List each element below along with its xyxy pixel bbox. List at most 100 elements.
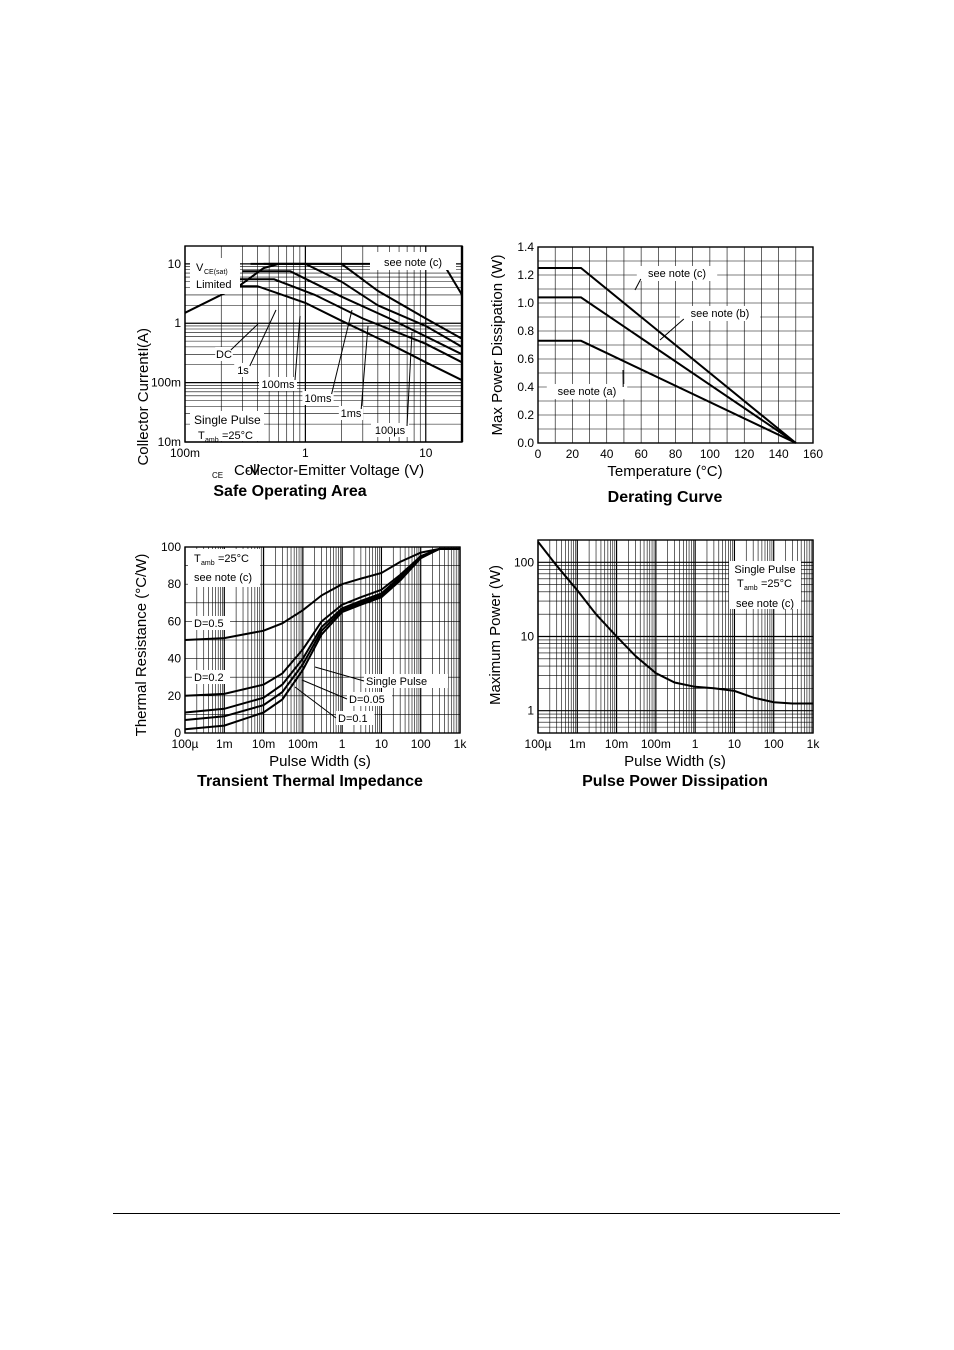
y-axis-title: Maximum Power (W) xyxy=(487,565,504,705)
x-tick-label: 100 xyxy=(764,737,784,751)
pulse-power-dissipation-chart: 100µ 1m 10m 100m 1 10 100 1k 1 10 100 Single Pulse T… xyxy=(485,535,825,770)
x-tick-label: 1m xyxy=(216,737,233,751)
footer-rule xyxy=(113,1213,840,1214)
x-tick-label: 40 xyxy=(600,447,614,461)
x-axis-title-sub: CE xyxy=(212,471,223,480)
y-tick-label: 40 xyxy=(168,652,182,666)
label-leader xyxy=(230,323,259,351)
series-label: D=0.1 xyxy=(338,713,368,725)
y-axis-title: Thermal Resistance (°C/W) xyxy=(133,554,150,737)
pulse-power-dissipation-plot: 100µ 1m 10m 100m 1 10 100 1k 1 10 100 Single Pulse T… xyxy=(487,539,821,770)
series-line-0 xyxy=(538,267,797,444)
series-label: see note (c) xyxy=(648,268,706,280)
grid xyxy=(537,539,814,734)
y-tick-label: 80 xyxy=(168,577,182,591)
annotation-tamb-sub: amb xyxy=(205,437,219,444)
series-label-bg xyxy=(364,674,448,688)
info-bg xyxy=(729,561,801,609)
y-tick-label: 10 xyxy=(168,257,182,271)
info-bg xyxy=(188,549,260,587)
series-line-0 xyxy=(184,547,460,641)
x-tick-label: 100µ xyxy=(172,737,199,751)
x-tick-label: 1m xyxy=(569,737,586,751)
series-line-0 xyxy=(184,262,279,314)
series-label-bg xyxy=(234,363,252,377)
series-label: 1ms xyxy=(341,408,362,420)
x-tick-label: 1k xyxy=(807,737,821,751)
y-tick-label: 1.2 xyxy=(517,268,534,282)
derating-curve-title: Derating Curve xyxy=(607,489,723,506)
series-label: 100ms xyxy=(261,379,295,391)
series-line-3 xyxy=(184,547,460,721)
x-tick-label: 1 xyxy=(302,446,309,460)
annotation-tamb-sub: amb xyxy=(201,560,215,567)
annotation-vce-sat: V xyxy=(196,262,204,274)
series-label: Single Pulse xyxy=(366,676,427,688)
annotation-tamb: T xyxy=(194,553,201,565)
y-tick-label: 1.0 xyxy=(517,296,534,310)
x-axis-title: Collector-Emitter Voltage (V) xyxy=(234,462,424,479)
annotation-limited: Limited xyxy=(196,279,231,291)
y-tick-label: 0.8 xyxy=(517,324,534,338)
series-label-bg xyxy=(215,347,233,361)
series-label: see note (a) xyxy=(558,386,617,398)
y-tick-label: 100 xyxy=(161,540,181,554)
x-tick-label: 1 xyxy=(692,737,699,751)
x-tick-label: 1k xyxy=(454,737,468,751)
series-label-bg xyxy=(192,670,230,684)
y-tick-label: 0.4 xyxy=(517,380,534,394)
derating-curve-chart: 0 20 40 60 80 100 120 140 160 0.0 0.2 0.4 0.6 0.8 1.0 1… xyxy=(485,240,830,482)
series-line-1 xyxy=(538,296,797,444)
label-leader xyxy=(294,686,337,719)
series-label-bg xyxy=(546,384,628,399)
series-label-bg xyxy=(302,391,334,405)
transient-thermal-impedance-title: Transient Thermal Impedance xyxy=(197,773,423,790)
series-line-1 xyxy=(209,285,463,382)
y-axis-title: Max Power Dissipation (W) xyxy=(489,255,506,436)
series-line-0 xyxy=(537,541,813,705)
series-label: 10ms xyxy=(305,393,332,405)
label-leader xyxy=(249,309,277,367)
x-tick-label: 10m xyxy=(605,737,628,751)
x-tick-label: 120 xyxy=(734,447,754,461)
x-axis-title: Temperature (°C) xyxy=(607,463,722,480)
pulse-bg xyxy=(190,411,264,441)
annotation-see-note-c: see note (c) xyxy=(736,598,794,610)
pulse-power-dissipation-title: Pulse Power Dissipation xyxy=(582,773,768,790)
y-tick-label: 0.0 xyxy=(517,436,534,450)
label-leader xyxy=(331,309,353,395)
series-label-bg xyxy=(336,711,375,725)
annotation-tamb-val: =25°C xyxy=(222,430,253,442)
series-label: DC xyxy=(216,349,232,361)
note-bg xyxy=(370,252,456,270)
series-line-4 xyxy=(184,547,460,731)
x-tick-label: 10m xyxy=(252,737,275,751)
x-axis-title: Pulse Width (s) xyxy=(269,753,371,770)
safe-operating-area-chart: 100m 1 10 10m 100m 1 10 see note (c) V CE(sat) Lim… xyxy=(130,240,465,480)
label-leader xyxy=(360,325,369,410)
x-tick-label: 140 xyxy=(769,447,789,461)
series-label: see note (b) xyxy=(691,308,750,320)
series-label-bg xyxy=(679,306,761,321)
series-line-2 xyxy=(221,278,463,364)
series-label: D=0.5 xyxy=(194,618,224,630)
x-axis-title-prefix: -V xyxy=(245,462,260,479)
plot-frame xyxy=(537,246,814,444)
plot-frame xyxy=(537,539,814,734)
label-leader xyxy=(301,679,348,700)
x-tick-label: 10 xyxy=(728,737,742,751)
annotation-single-pulse: Single Pulse xyxy=(194,413,261,427)
safe-operating-area-title: Safe Operating Area xyxy=(213,483,367,500)
vce-bg xyxy=(190,258,240,294)
annotation-single-pulse: Single Pulse xyxy=(734,564,795,576)
series-line-3 xyxy=(242,270,463,356)
x-tick-label: 100µ xyxy=(525,737,552,751)
y-tick-label: 20 xyxy=(168,689,182,703)
x-tick-label: 100m xyxy=(170,446,200,460)
x-tick-label: 80 xyxy=(669,447,683,461)
series-label: 100µs xyxy=(375,425,406,437)
series-label-bg xyxy=(636,266,718,281)
series-label-bg xyxy=(371,423,409,437)
